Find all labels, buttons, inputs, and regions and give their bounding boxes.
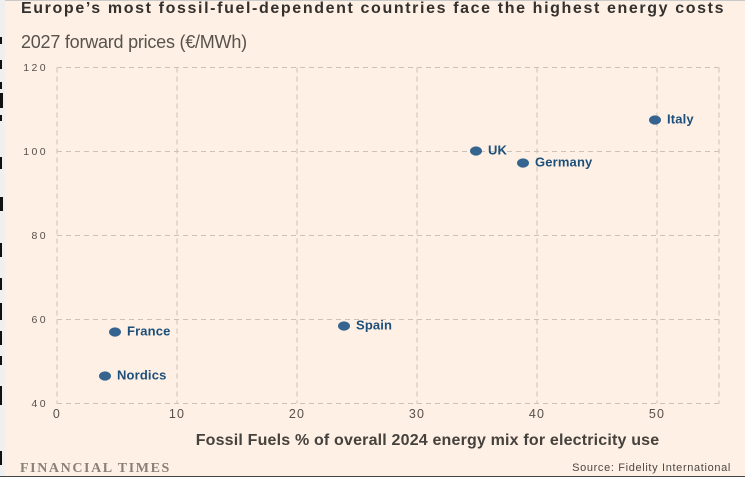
svg-text:France: France <box>127 323 171 338</box>
svg-text:Nordics: Nordics <box>117 367 166 382</box>
svg-text:Spain: Spain <box>356 317 392 332</box>
svg-text:Germany: Germany <box>535 154 593 169</box>
svg-text:UK: UK <box>488 142 508 157</box>
svg-text:Italy: Italy <box>667 111 694 126</box>
